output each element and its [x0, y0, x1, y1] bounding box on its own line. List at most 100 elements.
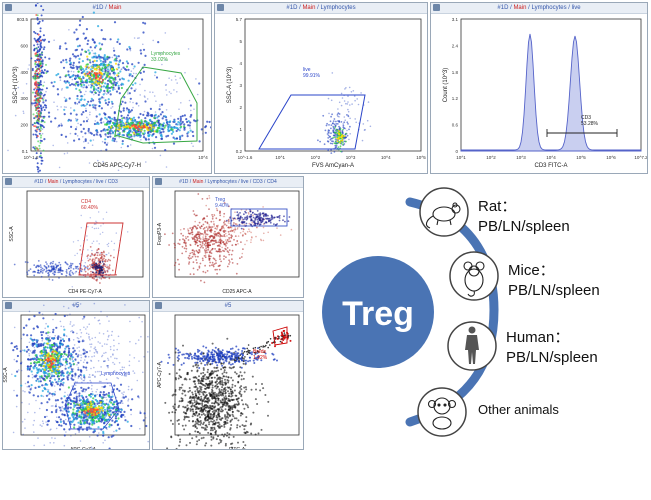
plot-title: #1D / Main / Lymphocytes / live — [497, 5, 581, 11]
y-axis-label: APC-Cy7-A — [157, 361, 163, 388]
y-tick-label: 3 — [239, 83, 242, 88]
y-tick-label: 600 — [20, 43, 28, 48]
mouse-icon — [463, 261, 485, 297]
gate-label: Lymphocytes — [151, 51, 181, 57]
data-points — [10, 302, 149, 449]
x-axis-label: CD3 FITC-A — [535, 163, 568, 169]
plot-cd4-ssc: #1D / Main / Lymphocytes / live / CD3 CD… — [2, 176, 150, 298]
x-axis-label: CD45 APC-Cy7-H — [93, 163, 141, 169]
human-node — [447, 321, 497, 371]
treg-label: Treg — [342, 295, 414, 333]
y-axis-label: Count (10^3) — [443, 68, 449, 103]
window-icon — [155, 302, 162, 309]
window-icon — [217, 4, 224, 11]
y-axis-label: SSC-A — [9, 226, 15, 242]
plot-fvs-ssc: #1D / Main / Lymphocytes live 99.91% FVS A… — [214, 2, 428, 174]
plot-frame — [174, 314, 300, 436]
plot-title: #5 — [224, 303, 232, 309]
human-name: Human： — [506, 329, 569, 346]
plot-title: #1D / Main / Lymphocytes / live / CD3 / … — [179, 179, 277, 185]
plot-title: #5 — [72, 303, 80, 309]
gate-polygon — [114, 66, 198, 144]
gate-label: Breds — [253, 349, 267, 355]
x-tick-label: 10^5 — [576, 155, 586, 160]
plot-fitc-apccy7: #5 Breds 1.92% FITC-A APC-Cy7-A — [152, 300, 304, 450]
window-icon — [155, 178, 162, 185]
y-tick-label: 803.5 — [17, 17, 29, 22]
window-icon — [5, 302, 12, 309]
x-tick-label: 10^4 — [381, 155, 391, 160]
plot-title: #1D / Main / Lymphocytes / live / CD3 — [34, 179, 118, 185]
gate-polygon — [272, 326, 288, 346]
y-tick-label: 1 — [239, 127, 242, 132]
y-tick-label: 5 — [239, 39, 242, 44]
x-axis-label: FITC-A — [229, 447, 246, 450]
x-axis-label: CD25 APC-A — [222, 289, 252, 295]
histogram-curve — [460, 33, 642, 152]
y-axis-label: SSC-H (10^3) — [13, 66, 19, 103]
data-points — [7, 3, 211, 173]
human-icon — [465, 326, 479, 364]
y-tick-label: 0 — [455, 149, 458, 154]
monkey-icon — [427, 397, 457, 430]
mice-sample: PB/LN/spleen — [508, 282, 600, 299]
data-points — [160, 329, 292, 449]
window-icon — [433, 4, 440, 11]
plot-cd45-ssc: #1D / Main Lymphocytes 33.02% CD45 APC-Cy7… — [2, 2, 212, 174]
y-tick-label: 0.2 — [236, 149, 243, 154]
scatter-plot: Lymphocytes APC-Cy7-A SSC-A — [3, 302, 149, 450]
x-tick-label: 10^-1.6 — [238, 155, 253, 160]
treg-circle — [322, 256, 434, 368]
data-points — [317, 72, 372, 155]
x-tick-label: 10^3 — [346, 155, 356, 160]
plot-frame — [244, 18, 422, 152]
y-axis-label: SSC-A — [3, 367, 9, 383]
plot-frame — [20, 314, 146, 436]
x-tick-label: 10^1 — [275, 155, 285, 160]
gate-rectangle — [230, 208, 288, 227]
x-axis-label: APC-Cy7-A — [70, 447, 97, 450]
data-points — [164, 193, 293, 284]
gate-value: 60.40% — [81, 205, 99, 211]
x-tick-label: 10^3 — [516, 155, 526, 160]
x-tick-label: 10^-1.6 — [24, 155, 39, 160]
x-tick-label: 10^2 — [311, 155, 321, 160]
x-tick-label: 10^7.2 — [634, 155, 648, 160]
mice-node — [449, 251, 499, 301]
y-tick-label: 300 — [20, 96, 28, 101]
y-tick-label: 200 — [20, 123, 28, 128]
gate-label: Treg — [215, 197, 225, 203]
x-tick-label: 10^4 — [546, 155, 556, 160]
y-tick-label: 400 — [20, 70, 28, 75]
y-axis-label: SSC-A (10^3) — [227, 67, 233, 104]
plot-title: #1D / Main — [92, 5, 122, 11]
rat-node — [419, 187, 469, 237]
gate-polygon — [64, 382, 120, 430]
x-tick-label: 10^6 — [606, 155, 616, 160]
plot-cd25-foxp3: #1D / Main / Lymphocytes / live / CD3 / … — [152, 176, 304, 298]
y-tick-label: 5.7 — [236, 17, 243, 22]
plot-cd3-histogram: #1D / Main / Lymphocytes / live CD3 53.28… — [430, 2, 648, 174]
treg-species-diagram: Treg — [322, 187, 600, 437]
rat-icon — [425, 202, 461, 229]
plot-title: #1D / Main / Lymphocytes — [286, 5, 356, 11]
plot-frame — [30, 18, 204, 152]
y-tick-label: 3.1 — [452, 17, 459, 22]
other-node — [417, 387, 467, 437]
x-axis-label: CD4 PE-Cy7-A — [68, 289, 102, 295]
y-axis-label: FoxpP3-A — [157, 222, 163, 245]
gate-value: 9.40% — [215, 203, 230, 209]
y-tick-label: 0.1 — [22, 149, 29, 154]
human-sample: PB/LN/spleen — [506, 349, 598, 366]
y-tick-label: 2 — [239, 105, 242, 110]
rat-sample: PB/LN/spleen — [478, 218, 570, 235]
gate-value: 53.28% — [581, 121, 599, 127]
plot-apccy7-ssc: #5 Lymphocytes APC-Cy7-A SSC-A — [2, 300, 150, 450]
rat-name: Rat： — [478, 198, 516, 215]
